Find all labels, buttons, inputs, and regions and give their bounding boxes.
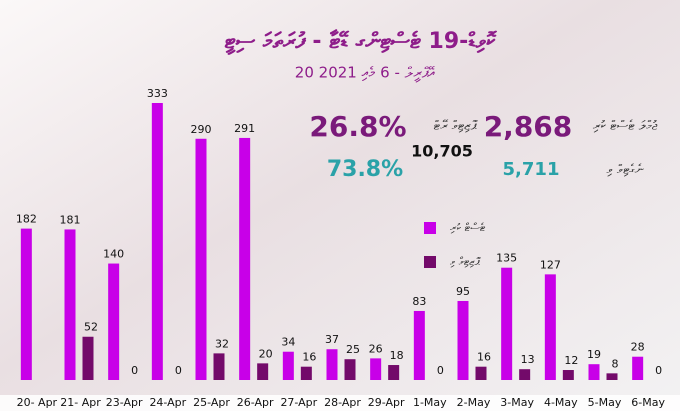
legend-swatch: [424, 256, 436, 268]
bar: [388, 365, 400, 380]
data-label: 34: [281, 336, 295, 349]
data-label: 83: [412, 295, 426, 308]
data-label: 0: [175, 364, 182, 377]
data-label: 16: [302, 351, 316, 364]
bar: [213, 353, 225, 380]
data-label: 25: [346, 343, 360, 356]
bar: [344, 359, 356, 380]
bar: [457, 300, 469, 380]
legend-label: ޓެސްޓް ކުރި: [450, 221, 486, 234]
overall-value: 10,705: [411, 142, 473, 161]
bar: [475, 366, 487, 380]
data-label: 0: [131, 364, 138, 377]
data-label: 95: [456, 285, 470, 298]
bar: [151, 103, 163, 380]
bar: [108, 263, 120, 380]
x-tick-label: 20- Apr: [17, 396, 58, 409]
data-label: 32: [215, 337, 229, 350]
bar: [82, 336, 94, 380]
data-label: 181: [60, 213, 81, 226]
data-label: 0: [437, 364, 444, 377]
bar: [257, 363, 269, 380]
x-tick-label: 26-Apr: [237, 396, 274, 409]
rate-label: ޕޮޒިޓިވް ރޭޓް: [434, 119, 479, 134]
bar: [501, 267, 513, 380]
bar: [326, 349, 338, 380]
x-tick-label: 27-Apr: [280, 396, 317, 409]
x-tick-label: 29-Apr: [368, 396, 405, 409]
x-tick-label: 21- Apr: [60, 396, 101, 409]
bar: [370, 358, 382, 380]
axis-band: [0, 395, 680, 411]
data-label: 140: [103, 248, 124, 261]
bar: [20, 228, 32, 380]
data-label: 18: [390, 349, 404, 362]
negative-label: ނެގެޓިވް ވި: [607, 163, 645, 178]
data-label: 135: [496, 252, 517, 265]
bar: [64, 229, 76, 380]
data-label: 0: [655, 364, 662, 377]
bar: [195, 138, 207, 380]
x-tick-label: 1-May: [413, 396, 447, 409]
chart-subtitle: 20 އޭޕްރީލް - 6 މެއި 2021: [295, 64, 436, 82]
bar: [300, 366, 312, 380]
data-label: 291: [234, 122, 255, 135]
data-label: 19: [587, 348, 601, 361]
total-value: 2,868: [484, 110, 573, 143]
total-label: ޖުމްލަ ޓެސްޓް ކުރި: [593, 119, 658, 134]
data-label: 52: [84, 321, 98, 334]
x-tick-label: 2-May: [457, 396, 491, 409]
legend-label: ޕޮޒިޓިވް ވި: [450, 255, 481, 268]
data-label: 28: [631, 341, 645, 354]
x-tick-label: 5-May: [588, 396, 622, 409]
data-label: 37: [325, 333, 339, 346]
data-label: 26: [369, 342, 383, 355]
data-label: 8: [612, 357, 619, 370]
data-label: 16: [477, 351, 491, 364]
bar: [562, 370, 574, 380]
data-label: 290: [191, 123, 212, 136]
data-label: 13: [521, 353, 535, 366]
data-label: 20: [259, 347, 273, 360]
rate-value: 26.8%: [309, 110, 406, 143]
x-tick-label: 4-May: [544, 396, 578, 409]
bar: [413, 310, 425, 380]
data-label: 12: [564, 354, 578, 367]
chart-title: ކޮވިޑް-19 ޓެސްޓިންގ ޑޭޓާ - ފުރަތަމަ ސިޓީ: [225, 29, 498, 56]
negative-value: 5,711: [503, 159, 560, 180]
x-tick-label: 25-Apr: [193, 396, 230, 409]
bar: [632, 356, 644, 380]
x-tick-label: 3-May: [500, 396, 534, 409]
x-tick-label: 23-Apr: [106, 396, 143, 409]
bar: [606, 373, 618, 380]
bar: [544, 274, 556, 380]
x-tick-label: 6-May: [631, 396, 665, 409]
bar: [519, 369, 531, 380]
data-label: 127: [540, 258, 561, 271]
bar: [239, 137, 251, 380]
x-tick-label: 28-Apr: [324, 396, 361, 409]
data-label: 182: [16, 213, 37, 226]
x-tick-label: 24-Apr: [149, 396, 186, 409]
legend-swatch: [424, 222, 436, 234]
data-label: 333: [147, 87, 168, 100]
negative-rate: 73.8%: [327, 157, 403, 182]
bar: [588, 364, 600, 380]
bar: [282, 351, 294, 380]
